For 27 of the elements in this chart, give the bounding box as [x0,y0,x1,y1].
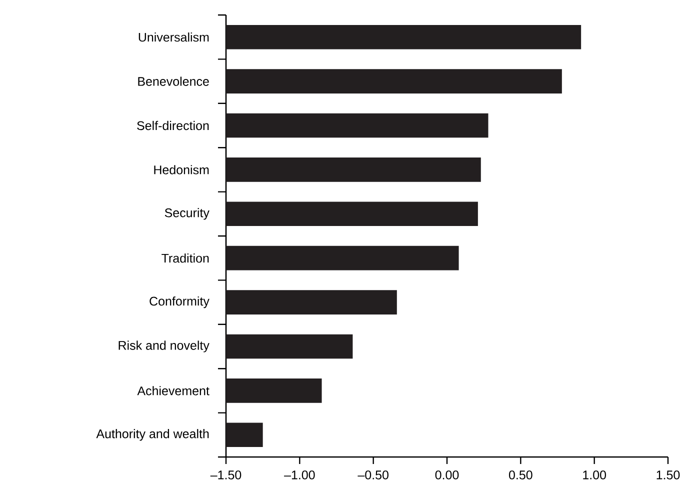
x-tick-label: –1.50 [210,470,242,480]
y-tick-label: Risk and novelty [118,340,210,352]
y-tick-label: Universalism [138,32,209,42]
y-tick-label: Benevolence [138,76,209,86]
x-tick-label: 0.50 [508,470,532,480]
y-tick-label: Authority and wealth [96,429,209,441]
bar [226,334,353,359]
x-tick-label: –1.00 [284,470,315,480]
x-tick-label: –0.50 [358,470,388,480]
bar [226,24,582,50]
y-tick-label: Self-direction [137,120,209,130]
bar [226,202,478,226]
bar [226,378,322,403]
y-tick-label: Conformity [150,296,210,308]
bar [226,69,562,94]
bar [226,113,488,138]
y-tick-label: Hedonism [154,165,209,174]
x-tick-label: 0.00 [435,470,459,480]
bar [226,246,459,270]
y-tick-label: Security [164,208,210,220]
y-tick-label: Tradition [162,253,209,263]
bar [226,158,481,182]
x-tick-label: 1.50 [656,470,680,480]
x-tick-label: 1.00 [583,470,606,480]
bar [226,290,397,314]
y-tick-label: Achievement [137,386,210,396]
bar [226,422,263,448]
